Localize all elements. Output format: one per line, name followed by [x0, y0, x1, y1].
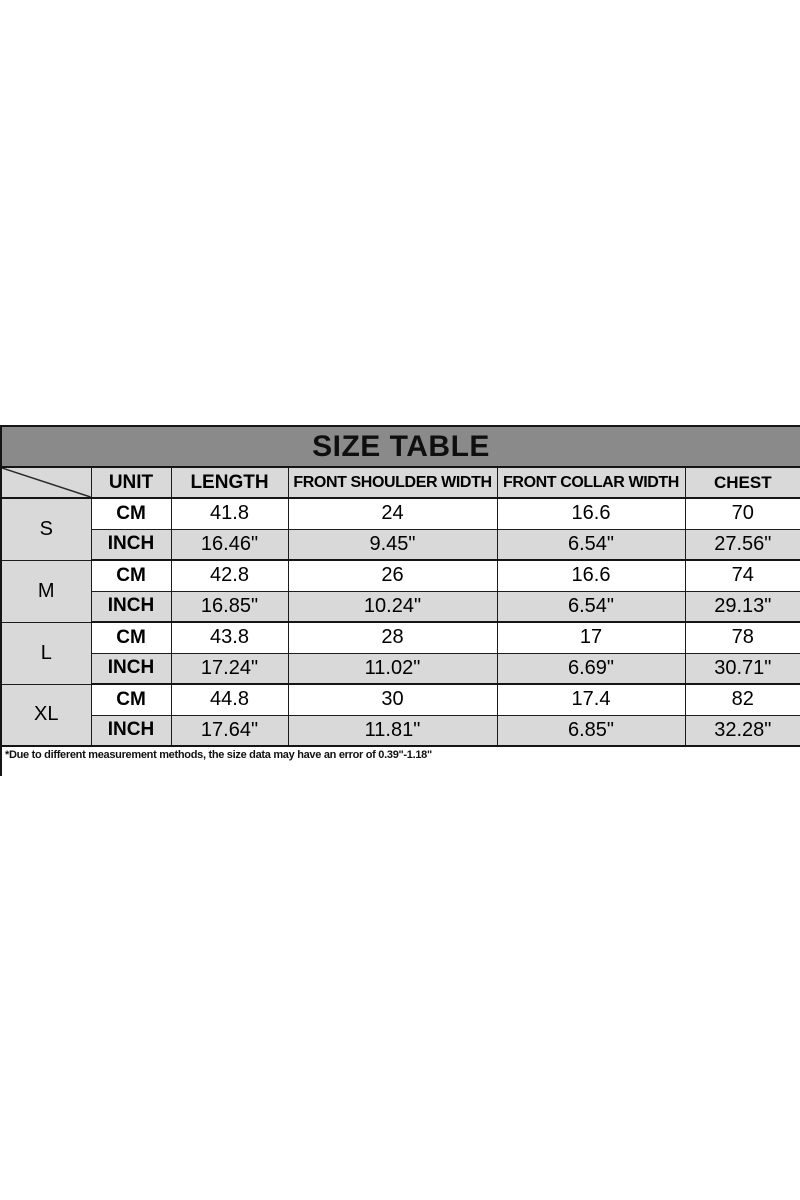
value-cell: 6.54" — [496, 590, 686, 623]
title-bar: SIZE TABLE — [0, 425, 800, 468]
value-cell: 82 — [684, 683, 800, 716]
size-cell-s: S — [0, 497, 92, 561]
col-header-chest: CHEST — [684, 466, 800, 499]
value-cell: 9.45" — [287, 528, 498, 561]
table-row: INCH 16.46" 9.45" 6.54" 27.56" — [1, 528, 800, 561]
size-cell-m: M — [0, 559, 92, 623]
value-cell: 16.6 — [496, 497, 686, 530]
unit-cell: INCH — [90, 590, 172, 623]
col-header-length: LENGTH — [170, 466, 289, 499]
value-cell: 27.56" — [684, 528, 800, 561]
table-row: INCH 16.85" 10.24" 6.54" 29.13" — [1, 590, 800, 623]
diagonal-line-icon — [2, 468, 91, 497]
col-header-front-shoulder-width: FRONT SHOULDER WIDTH — [287, 466, 498, 499]
table-row: XL CM 44.8 30 17.4 82 — [0, 683, 800, 747]
unit-cell: INCH — [90, 528, 172, 561]
size-cell-l: L — [0, 621, 92, 685]
title-cell: SIZE TABLE — [0, 425, 800, 468]
value-cell: 6.69" — [496, 652, 686, 685]
value-cell: 26 — [287, 559, 498, 592]
value-cell: 16.46" — [170, 528, 289, 561]
table-row: INCH 17.64" 11.81" 6.85" 32.28" — [1, 714, 800, 747]
value-cell: 17.24" — [170, 652, 289, 685]
table-row: L CM 43.8 28 17 78 — [0, 621, 800, 685]
col-header-unit: UNIT — [90, 466, 172, 499]
value-cell: 74 — [684, 559, 800, 592]
unit-cell: CM — [90, 621, 172, 654]
unit-cell: CM — [90, 683, 172, 716]
value-cell: 6.85" — [496, 714, 686, 747]
size-table-grid: SIZE TABLE UNIT LENGTH FRONT SHOULDER WI… — [0, 425, 800, 747]
value-cell: 11.81" — [287, 714, 498, 747]
value-cell: 32.28" — [684, 714, 800, 747]
value-cell: 24 — [287, 497, 498, 530]
column-header-row: UNIT LENGTH FRONT SHOULDER WIDTH FRONT C… — [0, 466, 800, 499]
value-cell: 29.13" — [684, 590, 800, 623]
unit-cell: CM — [90, 497, 172, 530]
value-cell: 17 — [496, 621, 686, 654]
table-row: M CM 42.8 26 16.6 74 — [0, 559, 800, 623]
col-header-front-collar-width: FRONT COLLAR WIDTH — [496, 466, 686, 499]
value-cell: 11.02" — [287, 652, 498, 685]
corner-cell — [0, 466, 92, 499]
table-row: S CM 41.8 24 16.6 70 — [0, 497, 800, 561]
unit-cell: CM — [90, 559, 172, 592]
value-cell: 6.54" — [496, 528, 686, 561]
unit-cell: INCH — [90, 652, 172, 685]
value-cell: 44.8 — [170, 683, 289, 716]
value-cell: 17.4 — [496, 683, 686, 716]
table-title: SIZE TABLE — [312, 429, 490, 463]
value-cell: 16.6 — [496, 559, 686, 592]
size-table: SIZE TABLE UNIT LENGTH FRONT SHOULDER WI… — [0, 425, 800, 776]
size-cell-xl: XL — [0, 683, 92, 747]
value-cell: 78 — [684, 621, 800, 654]
footnote: *Due to different measurement methods, t… — [0, 747, 800, 776]
table-row: INCH 17.24" 11.02" 6.69" 30.71" — [1, 652, 800, 685]
value-cell: 17.64" — [170, 714, 289, 747]
value-cell: 43.8 — [170, 621, 289, 654]
value-cell: 30 — [287, 683, 498, 716]
unit-cell: INCH — [90, 714, 172, 747]
value-cell: 42.8 — [170, 559, 289, 592]
value-cell: 28 — [287, 621, 498, 654]
value-cell: 16.85" — [170, 590, 289, 623]
value-cell: 41.8 — [170, 497, 289, 530]
value-cell: 30.71" — [684, 652, 800, 685]
value-cell: 70 — [684, 497, 800, 530]
value-cell: 10.24" — [287, 590, 498, 623]
